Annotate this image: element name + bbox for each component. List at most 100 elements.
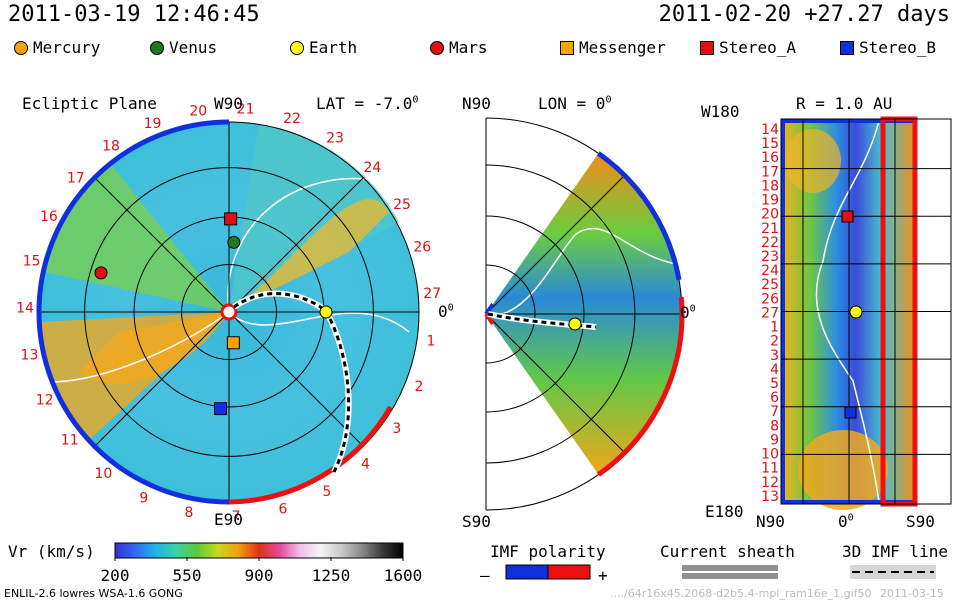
imf-polarity-arc <box>228 405 393 505</box>
current-sheath-line <box>815 120 880 503</box>
synoptic-row-label: 19 <box>761 193 779 209</box>
synoptic-row-label: 3 <box>770 348 779 364</box>
synoptic-row-label: 10 <box>761 447 779 463</box>
legend-symbol-icon <box>560 40 574 55</box>
colorbar-tick-label: 1250 <box>312 566 351 585</box>
carrington-tick-label: 14 <box>16 300 34 316</box>
carrington-tick-label: 10 <box>94 466 112 482</box>
carrington-tick-label: 25 <box>393 197 411 213</box>
imf-line-title: 3D IMF line <box>842 542 948 561</box>
synoptic-row-label: 24 <box>761 263 779 279</box>
synoptic-panel: 1415161718192021222324252627123456789101… <box>761 116 952 510</box>
imf-polarity-arc <box>596 296 685 477</box>
legend-symbol-icon <box>150 40 164 55</box>
ecliptic-title: Ecliptic Plane <box>22 94 157 113</box>
carrington-tick-label: 4 <box>361 457 370 473</box>
body-marker-mars <box>94 266 108 280</box>
body-marker-stereo_a <box>841 210 854 223</box>
legend-item: Venus <box>150 38 217 57</box>
carrington-tick-label: 7 <box>232 509 241 525</box>
bottom-keys <box>505 564 936 580</box>
synoptic-row-label: 13 <box>761 489 779 505</box>
carrington-tick-label: 13 <box>21 347 39 363</box>
carrington-tick-label: 24 <box>363 160 381 176</box>
colorbar-tick-label: 1600 <box>384 566 423 585</box>
carrington-tick-label: 20 <box>189 103 207 119</box>
synoptic-row-label: 15 <box>761 136 779 152</box>
synoptic-row-label: 9 <box>770 432 779 448</box>
imf-positive-swatch <box>547 564 591 580</box>
carrington-tick-label: 17 <box>67 170 85 186</box>
synoptic-row-label: 11 <box>761 461 779 477</box>
carrington-tick-label: 22 <box>283 111 301 127</box>
sun-boundary <box>220 303 238 321</box>
synoptic-row-label: 17 <box>761 164 779 180</box>
synoptic-row-label: 8 <box>770 418 779 434</box>
carrington-tick-label: 9 <box>139 490 148 506</box>
carrington-tick-label: 21 <box>237 102 255 118</box>
carrington-tick-label: 16 <box>40 209 58 225</box>
carrington-tick-label: 26 <box>413 240 431 256</box>
body-marker-stereo_b <box>844 406 857 419</box>
imf-line <box>324 310 351 473</box>
current-sheath-title: Current sheath <box>660 542 795 561</box>
colorbar-gradient <box>114 542 404 559</box>
imf-negative-swatch <box>505 564 549 580</box>
file-id: ..../64r16x45.2068-d2b5.4-mpl_ram16e_1.g… <box>610 587 872 600</box>
high-speed-stream <box>798 430 888 510</box>
meridional-lon-label: LON = 00 <box>538 94 612 113</box>
synoptic-x-right: S90 <box>906 512 935 531</box>
synoptic-row-label: 27 <box>761 305 779 321</box>
synoptic-row-label: 21 <box>761 221 779 237</box>
meridional-right-label: 00 <box>680 303 696 322</box>
ecliptic-top-label: W90 <box>214 94 243 113</box>
synoptic-row-label: 16 <box>761 150 779 166</box>
legend-item: Stereo_B <box>840 38 936 57</box>
run-info: 2011-02-20 +27.27 days <box>658 2 950 27</box>
body-marker-stereo_b <box>214 402 228 416</box>
carrington-tick-label: 5 <box>322 484 331 500</box>
legend-label: Venus <box>169 38 218 57</box>
legend-label: Mars <box>449 38 488 57</box>
synoptic-row-label: 1 <box>770 320 779 336</box>
synoptic-row-label: 18 <box>761 178 779 194</box>
carrington-tick-label: 23 <box>326 131 344 147</box>
meridional-bottom-label: S90 <box>462 512 491 531</box>
synoptic-row-label: 22 <box>761 235 779 251</box>
timestamp: 2011-03-19 12:46:45 <box>8 2 260 27</box>
synoptic-radius-label: R = 1.0 AU <box>796 94 893 113</box>
current-sheath-line <box>228 311 410 333</box>
body-marker-earth <box>319 305 333 319</box>
carrington-tick-label: 2 <box>415 379 424 395</box>
synoptic-row-label: 5 <box>770 376 779 392</box>
synoptic-row-label: 7 <box>770 404 779 420</box>
carrington-tick-label: 6 <box>278 502 287 518</box>
carrington-tick-label: 3 <box>392 421 401 437</box>
body-marker-messenger <box>226 336 240 350</box>
high-speed-stream <box>785 129 841 193</box>
model-info: ENLIL-2.6 lowres WSA-1.6 GONG <box>4 587 183 600</box>
imf-minus: – <box>480 566 490 585</box>
synoptic-row-label: 2 <box>770 334 779 350</box>
legend-symbol-icon <box>290 40 304 55</box>
grid-spoke <box>485 313 625 453</box>
current-sheath-line <box>485 227 677 316</box>
colorbar-label: Vr (km/s) <box>8 542 95 561</box>
inner-boundary <box>484 312 495 325</box>
carrington-tick-label: 18 <box>102 139 120 155</box>
legend-item: Earth <box>290 38 357 57</box>
body-marker-venus <box>227 235 241 249</box>
carrington-tick-label: 12 <box>36 392 54 408</box>
imf-polarity-arc <box>596 151 682 281</box>
legend-label: Messenger <box>579 38 666 57</box>
body-marker-earth <box>568 317 582 331</box>
synoptic-bottom-left-label: E180 <box>705 502 744 521</box>
legend-symbol-icon <box>430 40 444 55</box>
synoptic-row-label: 23 <box>761 249 779 265</box>
high-speed-stream <box>229 199 389 312</box>
colorbar-tick-label: 900 <box>245 566 274 585</box>
colorbar-tick-label: 550 <box>173 566 202 585</box>
legend-label: Stereo_A <box>719 38 797 57</box>
